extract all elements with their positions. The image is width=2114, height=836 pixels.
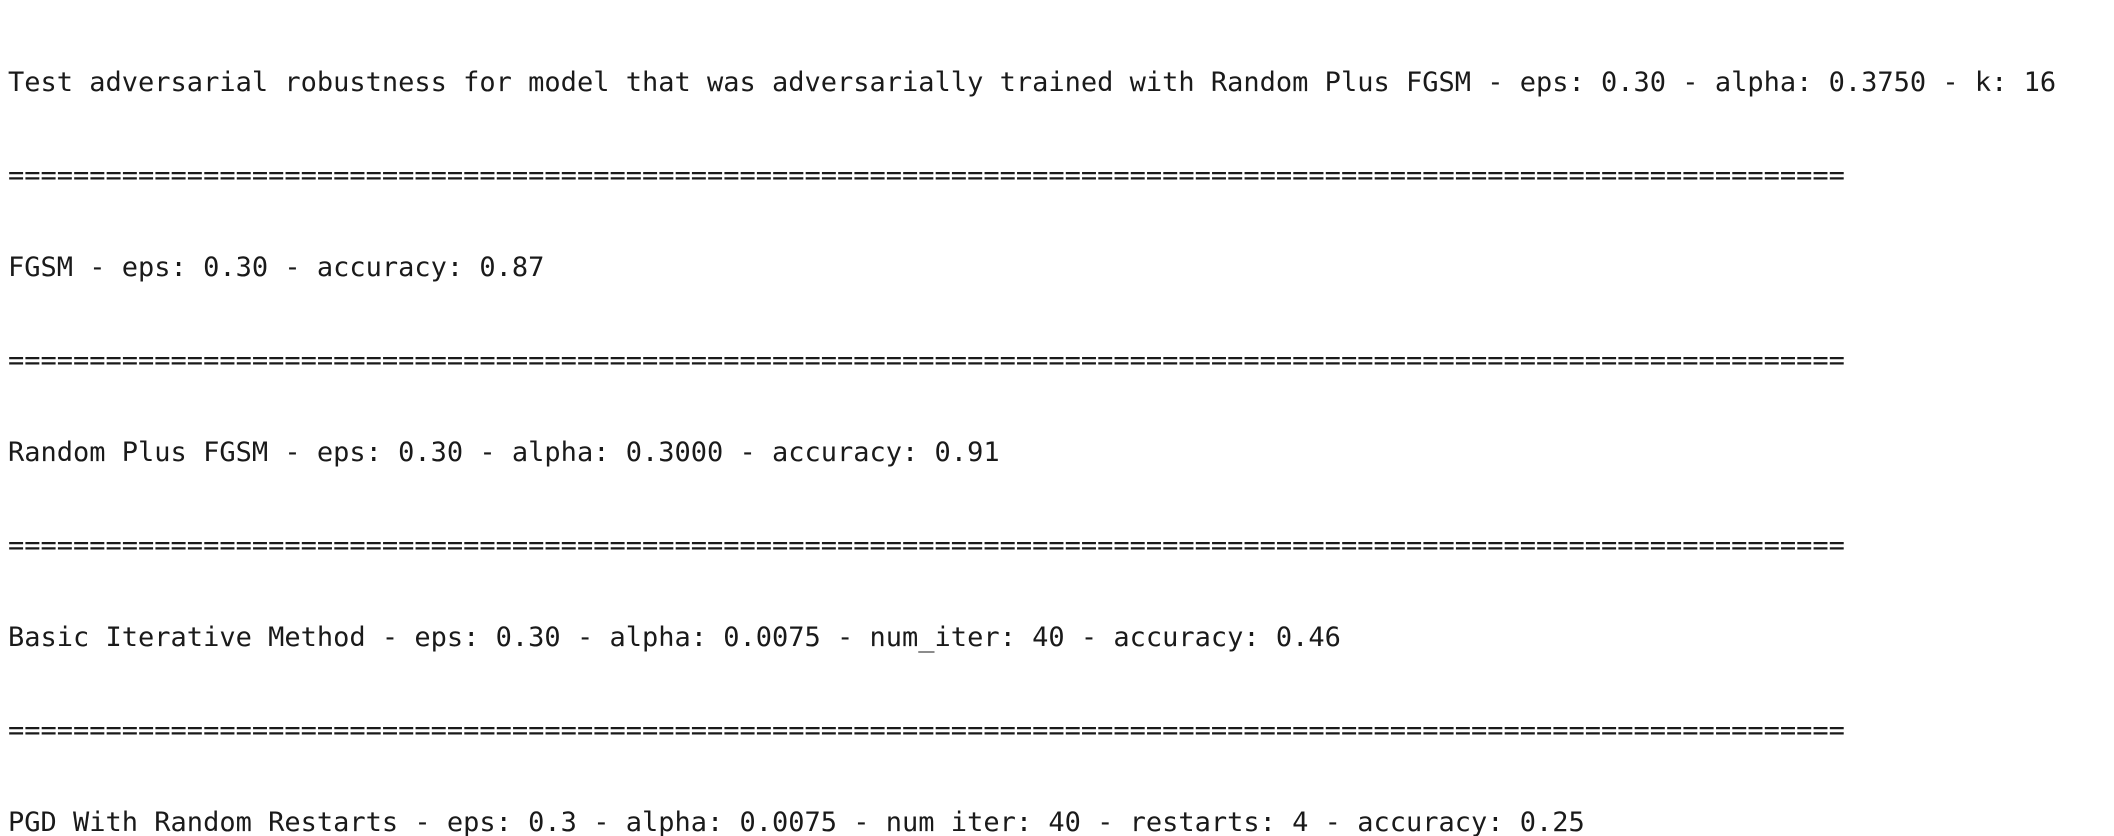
result-line-bim: Basic Iterative Method - eps: 0.30 - alp… [8, 622, 1341, 653]
result-line-fgsm: FGSM - eps: 0.30 - accuracy: 0.87 [8, 252, 545, 283]
separator-line: ========================================… [8, 529, 1845, 561]
header-line: Test adversarial robustness for model th… [8, 67, 2057, 98]
result-line-pgd: PGD With Random Restarts - eps: 0.3 - al… [8, 807, 1585, 836]
terminal-output: Test adversarial robustness for model th… [8, 6, 2108, 836]
result-line-random-plus-fgsm: Random Plus FGSM - eps: 0.30 - alpha: 0.… [8, 437, 1000, 468]
separator-line: ========================================… [8, 344, 1845, 376]
separator-line: ========================================… [8, 159, 1845, 191]
separator-line: ========================================… [8, 714, 1845, 746]
